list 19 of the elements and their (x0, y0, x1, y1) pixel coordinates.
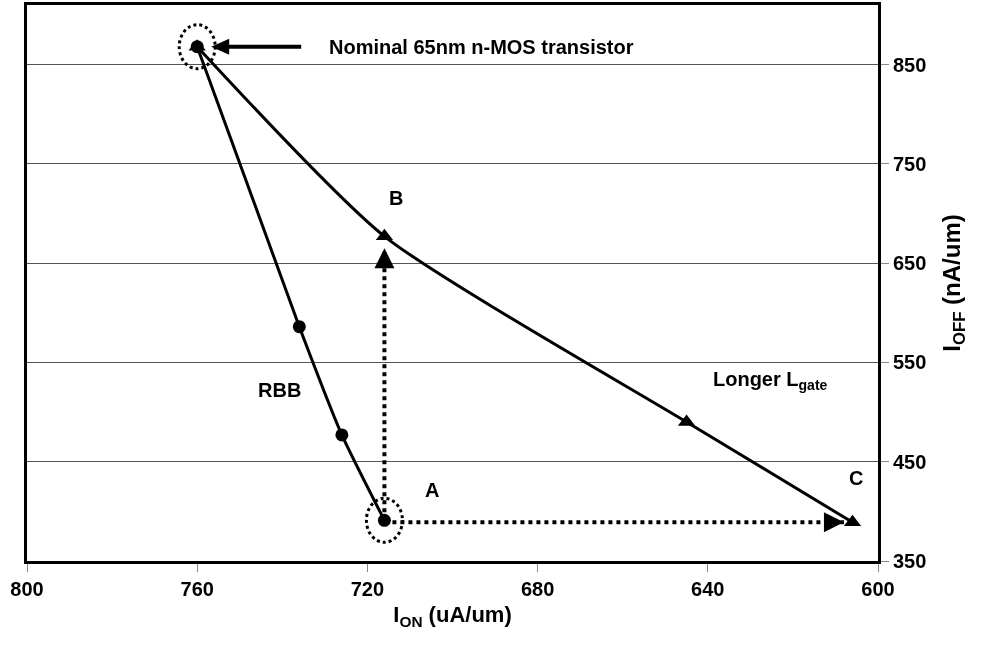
y-tick-label: 650 (893, 252, 927, 275)
y-tick-label: 750 (893, 152, 927, 175)
x-tick-label: 800 (10, 578, 44, 600)
series-label: Longer L$_{gate}$ (713, 368, 828, 394)
series-label: RBB (258, 379, 302, 401)
x-tick-label: 720 (350, 578, 385, 600)
y-tick-label: 850 (893, 53, 927, 76)
x-tick-label: 600 (861, 578, 895, 600)
x-tick-label: 680 (520, 578, 555, 600)
annotation: B (389, 187, 404, 209)
x-tick-label: 640 (691, 578, 725, 600)
annotation: C (849, 467, 864, 489)
annotation: A (425, 479, 440, 501)
y-tick-label: 350 (893, 550, 927, 572)
x-tick-label: 760 (180, 578, 214, 600)
annotation: Nominal 65nm n-MOS transistor (329, 36, 634, 58)
x-axis-title: I$_{ON}$ (uA/um) (393, 601, 512, 630)
y-tick-label: 450 (893, 450, 927, 473)
y-tick-label: 550 (893, 351, 927, 374)
